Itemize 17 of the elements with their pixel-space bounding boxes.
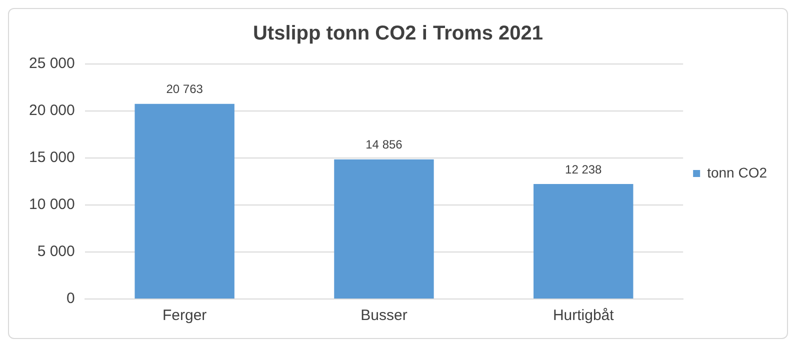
- bar: [534, 184, 634, 298]
- data-label: 12 238: [565, 162, 602, 176]
- x-tick-label: Ferger: [162, 307, 207, 324]
- y-tick-label: 25 000: [28, 55, 75, 72]
- y-tick-label: 15 000: [28, 149, 75, 166]
- bar: [134, 104, 234, 298]
- data-label: 14 856: [366, 138, 403, 152]
- x-tick-label: Hurtigbåt: [552, 307, 615, 324]
- x-tick-label: Busser: [360, 307, 408, 324]
- legend-label: tonn CO2: [707, 164, 768, 180]
- y-tick-label: 20 000: [28, 102, 75, 120]
- y-tick-label: 10 000: [28, 196, 75, 214]
- bar: [334, 159, 434, 298]
- data-label: 20 763: [166, 82, 204, 96]
- chart-title: Utslipp tonn CO2 i Troms 2021: [252, 22, 544, 45]
- y-tick-label: 0: [66, 290, 75, 308]
- y-tick-label: 5 000: [37, 243, 75, 260]
